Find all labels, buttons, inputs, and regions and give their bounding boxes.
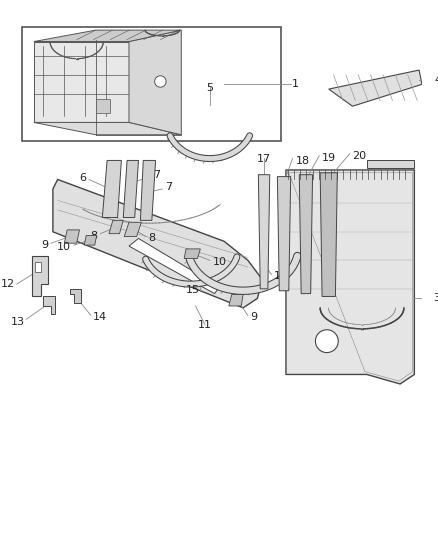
Text: 9: 9 xyxy=(251,312,258,322)
Text: 10: 10 xyxy=(213,257,227,267)
Polygon shape xyxy=(258,175,270,289)
Text: 6: 6 xyxy=(79,173,86,183)
Text: 16: 16 xyxy=(274,271,288,281)
Text: 9: 9 xyxy=(41,240,48,250)
Text: 8: 8 xyxy=(148,233,155,244)
Polygon shape xyxy=(22,27,281,141)
Text: 14: 14 xyxy=(93,312,107,322)
Polygon shape xyxy=(367,160,414,168)
Circle shape xyxy=(315,330,338,353)
Text: 5: 5 xyxy=(206,83,213,93)
Text: 1: 1 xyxy=(292,79,299,90)
Text: 10: 10 xyxy=(57,242,71,252)
Text: 12: 12 xyxy=(1,279,15,289)
Polygon shape xyxy=(34,123,181,135)
Polygon shape xyxy=(70,289,81,303)
Text: 18: 18 xyxy=(296,156,310,166)
Polygon shape xyxy=(129,30,181,135)
Polygon shape xyxy=(34,30,181,42)
Polygon shape xyxy=(286,170,414,384)
Text: 7: 7 xyxy=(153,169,160,180)
Polygon shape xyxy=(84,236,97,245)
Text: 11: 11 xyxy=(198,320,212,330)
Polygon shape xyxy=(299,175,313,294)
Text: 20: 20 xyxy=(353,151,367,161)
Polygon shape xyxy=(184,249,200,259)
Polygon shape xyxy=(329,70,422,106)
Text: 17: 17 xyxy=(257,154,271,164)
Polygon shape xyxy=(109,220,123,233)
Polygon shape xyxy=(64,230,80,243)
Text: 15: 15 xyxy=(185,285,199,295)
Polygon shape xyxy=(35,262,42,272)
Polygon shape xyxy=(141,160,155,220)
Text: 19: 19 xyxy=(322,153,336,163)
Polygon shape xyxy=(53,180,262,308)
Polygon shape xyxy=(124,222,141,237)
Text: 13: 13 xyxy=(11,317,25,327)
Polygon shape xyxy=(123,160,138,217)
Polygon shape xyxy=(95,99,110,113)
Polygon shape xyxy=(320,173,337,296)
Polygon shape xyxy=(229,295,243,306)
Polygon shape xyxy=(34,42,129,123)
Polygon shape xyxy=(102,160,121,217)
Polygon shape xyxy=(129,238,219,294)
Polygon shape xyxy=(43,296,55,313)
Text: 3: 3 xyxy=(433,293,438,303)
Polygon shape xyxy=(277,176,291,291)
Text: 8: 8 xyxy=(91,231,98,240)
Polygon shape xyxy=(32,255,48,296)
Circle shape xyxy=(155,76,166,87)
Text: 4: 4 xyxy=(434,75,438,85)
Text: 7: 7 xyxy=(165,182,172,192)
